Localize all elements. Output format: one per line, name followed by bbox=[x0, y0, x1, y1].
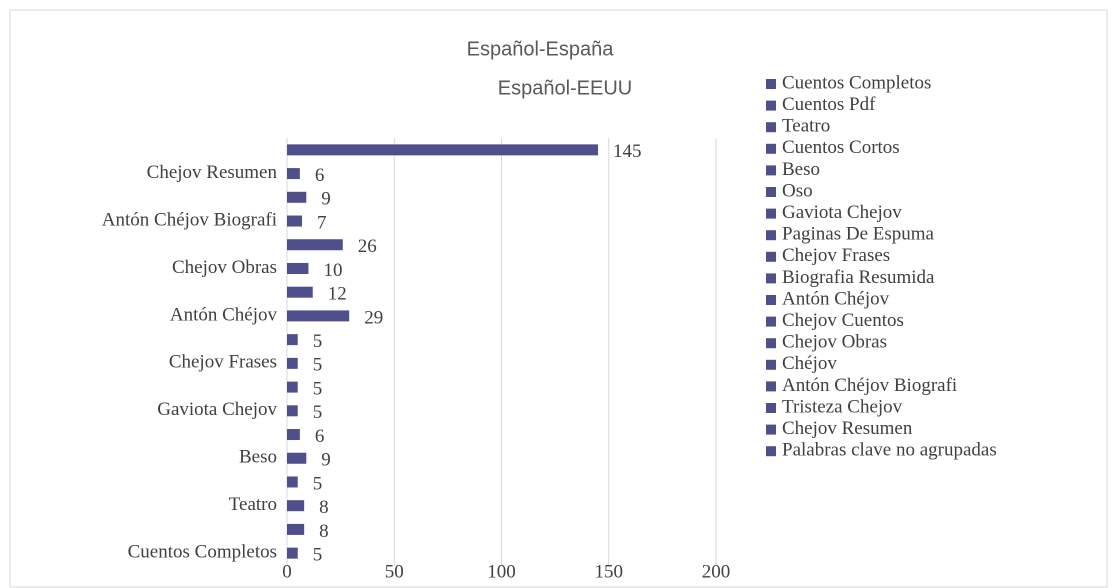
legend-label: Cuentos Cortos bbox=[782, 137, 900, 158]
chart-border bbox=[9, 9, 1108, 588]
data-label: 5 bbox=[313, 544, 323, 565]
legend-swatch bbox=[766, 187, 776, 197]
legend-label: Chejov Obras bbox=[782, 332, 887, 353]
legend-label: Gaviota Chejov bbox=[782, 202, 902, 223]
bar bbox=[287, 310, 350, 322]
legend-label: Oso bbox=[782, 180, 813, 201]
legend-label: Biografia Resumida bbox=[782, 267, 935, 288]
legend-label: Teatro bbox=[782, 116, 830, 137]
y-tick-label: Beso bbox=[239, 447, 277, 468]
x-tick-label: 100 bbox=[487, 561, 516, 582]
bar bbox=[287, 523, 305, 535]
bar bbox=[287, 144, 599, 156]
data-label: 8 bbox=[319, 497, 329, 518]
chart-subtitle: Español-EEUU bbox=[498, 77, 633, 99]
data-label: 10 bbox=[323, 260, 342, 281]
legend-label: Cuentos Pdf bbox=[782, 94, 876, 115]
legend-swatch bbox=[766, 165, 776, 176]
bar bbox=[287, 191, 307, 203]
bar bbox=[287, 429, 300, 441]
legend-swatch bbox=[766, 359, 776, 370]
chart-title: Español-España bbox=[467, 38, 615, 60]
legend-swatch bbox=[766, 208, 776, 219]
legend-swatch bbox=[766, 122, 776, 133]
legend-swatch bbox=[766, 403, 776, 413]
data-label: 6 bbox=[315, 426, 325, 447]
legend-swatch bbox=[766, 251, 776, 262]
legend-swatch bbox=[766, 100, 776, 111]
bar bbox=[287, 547, 298, 559]
data-label: 6 bbox=[315, 165, 325, 186]
y-tick-label: Teatro bbox=[229, 494, 277, 515]
x-tick-label: 150 bbox=[595, 561, 624, 582]
legend-swatch bbox=[766, 338, 776, 349]
data-label: 5 bbox=[313, 378, 323, 399]
legend-label: Cuentos Completos bbox=[782, 72, 931, 93]
bar bbox=[287, 262, 309, 274]
bar bbox=[287, 286, 313, 298]
y-tick-label: Chejov Obras bbox=[172, 257, 277, 278]
y-tick-label: Chejov Resumen bbox=[147, 162, 278, 183]
data-label: 7 bbox=[317, 212, 327, 233]
legend-label: Paginas De Espuma bbox=[782, 224, 935, 245]
bar bbox=[287, 452, 307, 464]
y-tick-label: Cuentos Completos bbox=[128, 541, 277, 562]
x-tick-label: 0 bbox=[282, 561, 292, 582]
bar bbox=[287, 239, 343, 251]
data-label: 29 bbox=[364, 307, 383, 328]
x-tick-label: 50 bbox=[385, 561, 404, 582]
data-label: 26 bbox=[358, 236, 377, 257]
data-label: 9 bbox=[321, 189, 331, 210]
bar bbox=[287, 215, 303, 227]
data-label: 5 bbox=[313, 355, 323, 376]
legend-swatch bbox=[766, 230, 776, 241]
bar bbox=[287, 476, 298, 488]
legend-swatch bbox=[766, 273, 776, 284]
legend-label: Antón Chéjov Biografi bbox=[782, 375, 957, 396]
legend-label: Palabras clave no agrupadas bbox=[782, 440, 997, 461]
bar bbox=[287, 334, 298, 346]
data-label: 8 bbox=[319, 521, 329, 542]
bar bbox=[287, 168, 300, 180]
legend-label: Chejov Cuentos bbox=[782, 310, 904, 331]
data-label: 12 bbox=[328, 284, 347, 305]
legend-swatch bbox=[766, 381, 776, 392]
legend-label: Tristeza Chejov bbox=[782, 396, 903, 417]
data-label: 9 bbox=[321, 450, 331, 471]
y-tick-label: Chejov Frases bbox=[169, 352, 277, 373]
legend-label: Antón Chéjov bbox=[782, 288, 890, 309]
y-tick-label: Gaviota Chejov bbox=[157, 399, 277, 420]
legend-label: Chejov Frases bbox=[782, 245, 890, 266]
legend-swatch bbox=[766, 79, 776, 89]
data-label: 5 bbox=[313, 402, 323, 423]
y-tick-label: Antón Chéjov Biografi bbox=[102, 209, 277, 230]
legend-swatch bbox=[766, 143, 776, 154]
legend-swatch bbox=[766, 446, 776, 457]
y-tick-label: Antón Chéjov bbox=[170, 304, 278, 325]
data-label: 145 bbox=[613, 141, 642, 162]
x-tick-label: 200 bbox=[702, 561, 731, 582]
bar bbox=[287, 500, 305, 512]
bar bbox=[287, 381, 298, 393]
legend-label: Beso bbox=[782, 159, 820, 180]
legend-swatch bbox=[766, 424, 776, 435]
legend-swatch bbox=[766, 316, 776, 327]
data-label: 5 bbox=[313, 473, 323, 494]
legend-label: Chejov Resumen bbox=[782, 418, 913, 439]
legend-swatch bbox=[766, 295, 776, 305]
data-label: 5 bbox=[313, 331, 323, 352]
bar bbox=[287, 357, 298, 369]
bar bbox=[287, 405, 298, 417]
legend-label: Chéjov bbox=[782, 353, 837, 374]
